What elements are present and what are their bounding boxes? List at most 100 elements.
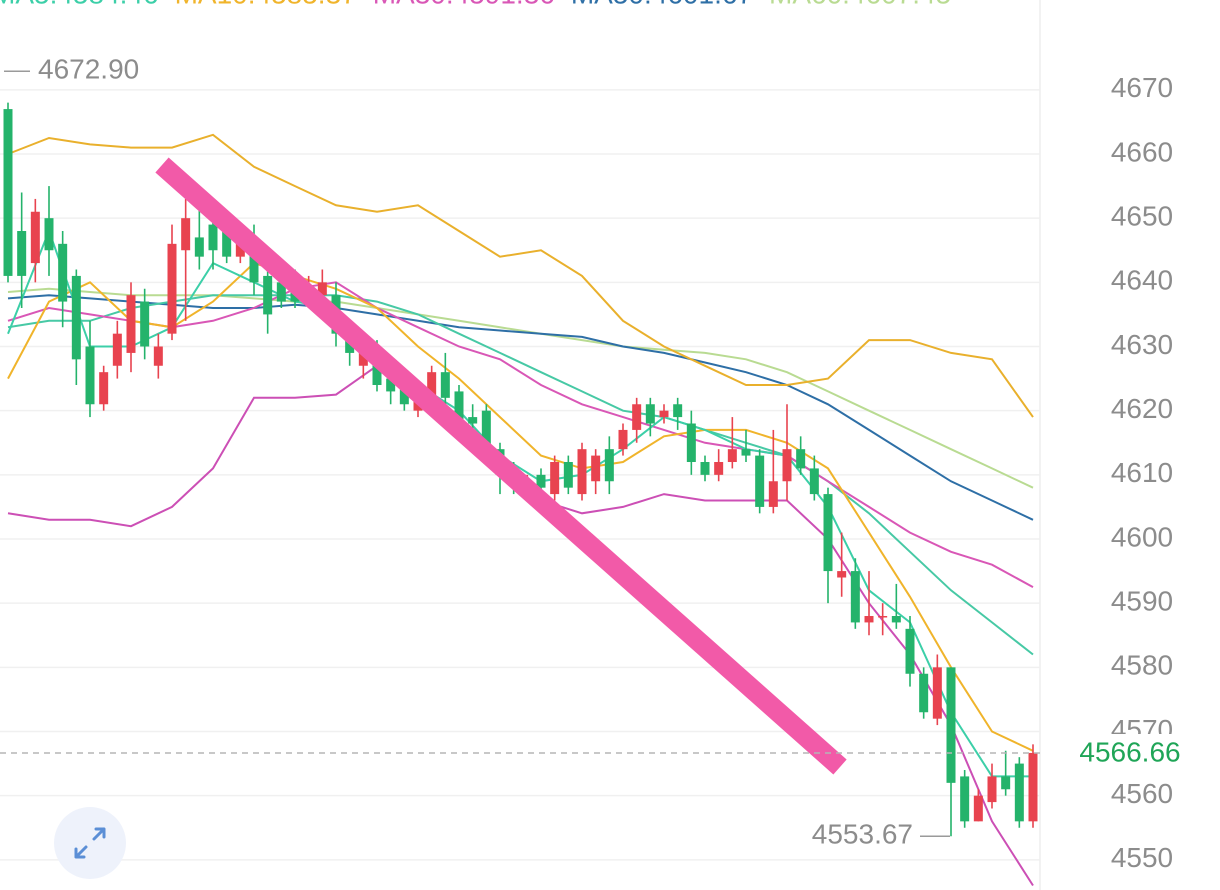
candle-body xyxy=(686,423,696,463)
candles xyxy=(3,102,1038,837)
candle-body xyxy=(468,417,478,424)
candle-body xyxy=(645,404,655,424)
candle-body xyxy=(167,243,177,334)
y-tick-label: 4590 xyxy=(1111,586,1173,617)
candle-body xyxy=(358,352,368,366)
y-tick-label: 4640 xyxy=(1111,265,1173,296)
candle-body xyxy=(3,109,13,276)
ma-line xyxy=(7,281,1034,588)
candle-body xyxy=(809,468,819,495)
candle-body xyxy=(276,282,286,302)
candle-body xyxy=(399,385,409,405)
candle-body xyxy=(741,449,751,456)
candle-body xyxy=(71,275,81,360)
candle-body xyxy=(550,462,560,495)
candle-body xyxy=(563,462,573,488)
candle-body xyxy=(1014,763,1024,822)
candle-body xyxy=(919,673,929,713)
candle-body xyxy=(181,218,191,251)
last-price-box xyxy=(1062,733,1198,772)
y-tick-label: 4660 xyxy=(1111,136,1173,167)
candle-body xyxy=(140,301,150,347)
candle-body xyxy=(58,243,68,302)
candle-body xyxy=(604,449,614,482)
candle-body xyxy=(1028,752,1038,822)
grid: 4550456045704580459046004610462046304640… xyxy=(0,72,1173,873)
candle-body xyxy=(960,776,970,822)
y-tick-label: 4620 xyxy=(1111,393,1173,424)
candle-body xyxy=(755,455,765,507)
overlay: 4566.66 4672.90 4553.67 xyxy=(0,54,1198,850)
y-tick-label: 4550 xyxy=(1111,842,1173,873)
candle-body xyxy=(618,429,628,450)
candle-body xyxy=(44,218,54,251)
candle-body xyxy=(481,410,491,450)
candle-body xyxy=(386,378,396,392)
candle-body xyxy=(222,231,232,257)
ma-line xyxy=(7,287,1034,489)
y-tick-label: 4560 xyxy=(1111,778,1173,809)
candle-body xyxy=(973,795,983,822)
candle-body xyxy=(932,667,942,719)
candle-body xyxy=(823,494,833,572)
candle-body xyxy=(577,449,587,495)
candle-body xyxy=(99,372,109,405)
candle-body xyxy=(700,462,710,475)
candle-body xyxy=(946,667,956,783)
candle-body xyxy=(591,455,601,482)
ma-line xyxy=(7,294,1034,521)
candle-body xyxy=(782,449,792,482)
candle-body xyxy=(768,481,778,507)
candle-body xyxy=(837,571,847,578)
trend-annotation xyxy=(155,157,847,775)
legend-entry: MA60:4607.45 xyxy=(769,0,951,9)
candle-body xyxy=(891,616,901,623)
legend-entry: MA5:4584.46 xyxy=(0,0,159,9)
candle-body xyxy=(85,346,95,405)
candle-body xyxy=(727,449,737,463)
high-marker-label: 4672.90 xyxy=(38,54,139,85)
expand-button[interactable] xyxy=(54,807,126,879)
y-tick-label: 4630 xyxy=(1111,329,1173,360)
low-marker-label: 4553.67 xyxy=(812,819,913,850)
candle-body xyxy=(440,372,450,398)
candle-body xyxy=(153,346,163,366)
y-tick-label: 4600 xyxy=(1111,521,1173,552)
y-tick-label: 4580 xyxy=(1111,650,1173,681)
candle-body xyxy=(673,404,683,418)
ma-line xyxy=(7,294,1034,656)
legend-entry: MA30:4591.36 xyxy=(373,0,555,9)
candle-body xyxy=(659,410,669,418)
candle-body xyxy=(126,295,136,353)
ma-line xyxy=(7,261,1034,752)
candle-body xyxy=(714,462,724,475)
legend: MA5:4584.46 MA10:4585.37 MA30:4591.36 MA50:… xyxy=(0,0,951,9)
candle-body xyxy=(17,231,27,276)
candle-body xyxy=(536,474,546,488)
legend-entry: MA10:4585.37 xyxy=(175,0,357,9)
legend-entry: MA50:4601.67 xyxy=(571,0,753,9)
last-price-label: 4566.66 xyxy=(1079,736,1180,767)
candle-body xyxy=(112,333,122,366)
ma-line xyxy=(7,228,1033,778)
y-tick-label: 4610 xyxy=(1111,457,1173,488)
candle-body xyxy=(30,211,40,264)
candle-body xyxy=(850,571,860,623)
candle-body xyxy=(454,391,464,424)
candle-body xyxy=(1001,776,1011,790)
candle-body xyxy=(263,275,273,315)
ma-line xyxy=(7,133,1034,418)
candle-body xyxy=(987,776,997,803)
candle-body xyxy=(317,282,327,296)
candle-body xyxy=(878,616,888,618)
candle-body xyxy=(796,449,806,469)
expand-button-bg xyxy=(54,807,126,879)
candle-body xyxy=(208,224,218,251)
candle-body xyxy=(864,616,874,623)
candle-body xyxy=(194,237,204,257)
candle-body xyxy=(427,372,437,398)
y-tick-label: 4650 xyxy=(1111,201,1173,232)
candle-body xyxy=(905,628,915,674)
y-tick-label: 4670 xyxy=(1111,72,1173,103)
